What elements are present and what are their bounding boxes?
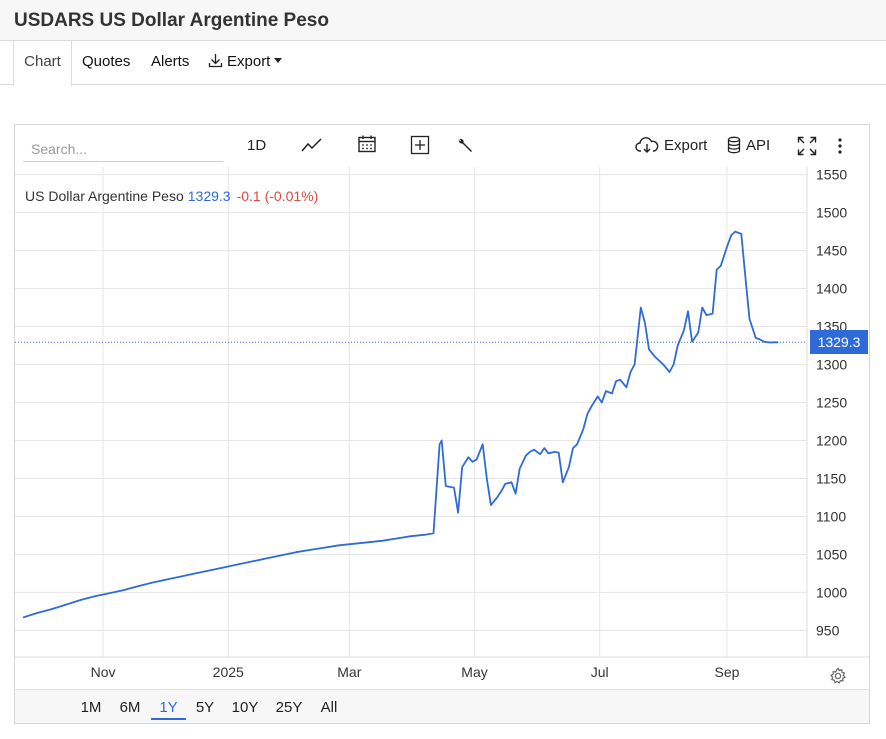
add-indicator-button[interactable] <box>410 135 430 159</box>
x-tick-label: Sep <box>714 664 739 680</box>
y-tick-label: 1200 <box>816 432 847 448</box>
calendar-icon <box>358 135 376 153</box>
chart-settings-button[interactable] <box>829 667 847 690</box>
add-indicator-icon <box>410 135 430 155</box>
range-1m-button[interactable]: 1M <box>80 699 102 716</box>
chart-type-button[interactable] <box>301 136 323 160</box>
range-5y-button[interactable]: 5Y <box>195 699 215 716</box>
page-title: USDARS US Dollar Argentine Peso <box>14 10 329 31</box>
more-icon <box>838 138 842 154</box>
y-tick-label: 1400 <box>816 281 847 297</box>
chart-legend: US Dollar Argentine Peso 1329.3 -0.1 (-0.0… <box>25 188 318 204</box>
range-1y-button[interactable]: 1Y <box>151 696 186 720</box>
cloud-download-icon <box>635 137 659 153</box>
y-tick-label: 1000 <box>816 584 847 600</box>
search-input[interactable] <box>23 136 223 162</box>
y-tick-label: 1150 <box>816 470 846 486</box>
range-6m-button[interactable]: 6M <box>119 699 141 716</box>
last-price-tag: 1329.3 <box>810 330 868 355</box>
tab-bar: Chart Quotes Alerts Export <box>0 41 886 86</box>
x-axis-labels: Nov 2025 Mar May Jul Sep <box>91 664 740 680</box>
range-selector: 1M 6M 1Y 5Y 10Y 25Y All <box>15 689 869 723</box>
range-25y-button[interactable]: 25Y <box>275 699 303 716</box>
y-tick-label: 1100 <box>816 508 846 524</box>
line-chart-icon <box>301 138 322 152</box>
wrench-icon <box>458 138 472 152</box>
gear-icon <box>830 667 846 684</box>
interval-button[interactable]: 1D <box>247 137 267 154</box>
tab-alerts[interactable]: Alerts <box>151 53 190 70</box>
chart-toolbar: 1D Export API <box>15 125 869 167</box>
x-tick-label: Jul <box>591 664 609 680</box>
tab-export[interactable]: Export <box>208 41 283 85</box>
api-label: API <box>746 137 771 154</box>
tab-export-label: Export <box>227 53 271 70</box>
y-tick-label: 950 <box>816 622 840 638</box>
y-tick-label: 1500 <box>816 205 847 221</box>
x-tick-label: May <box>461 664 487 680</box>
settings-tools-button[interactable] <box>456 137 474 161</box>
range-10y-button[interactable]: 10Y <box>231 699 259 716</box>
date-range-button[interactable] <box>357 134 377 158</box>
database-icon <box>727 136 741 154</box>
fullscreen-button[interactable] <box>797 136 817 160</box>
price-chart: 9501000105011001150120012501300135014001… <box>15 167 869 680</box>
page-header: USDARS US Dollar Argentine Peso <box>0 0 886 41</box>
tab-chart[interactable]: Chart <box>13 41 72 86</box>
y-tick-label: 1550 <box>816 167 847 183</box>
export-label: Export <box>664 137 708 154</box>
x-tick-label: Nov <box>91 664 116 680</box>
range-all-button[interactable]: All <box>320 699 338 716</box>
legend-price: 1329.3 <box>187 188 231 204</box>
x-tick-label: Mar <box>337 664 361 680</box>
y-tick-label: 1250 <box>816 395 847 411</box>
fullscreen-icon <box>797 136 817 156</box>
x-tick-label: 2025 <box>213 664 244 680</box>
y-tick-label: 1300 <box>816 357 847 373</box>
chart-grid <box>15 167 807 657</box>
y-axis-labels: 9501000105011001150120012501300135014001… <box>816 167 847 639</box>
more-options-button[interactable] <box>837 136 843 160</box>
chart-export-button[interactable]: Export <box>635 134 707 158</box>
legend-change: -0.1 (-0.01%) <box>236 188 319 204</box>
y-tick-label: 1050 <box>816 546 847 562</box>
api-button[interactable]: API <box>727 134 770 158</box>
caret-down-icon <box>274 58 283 63</box>
series-line-usdars <box>22 230 779 619</box>
tab-quotes[interactable]: Quotes <box>82 53 131 70</box>
download-icon <box>208 54 223 68</box>
legend-name: US Dollar Argentine Peso <box>25 188 184 204</box>
y-tick-label: 1450 <box>816 243 847 259</box>
